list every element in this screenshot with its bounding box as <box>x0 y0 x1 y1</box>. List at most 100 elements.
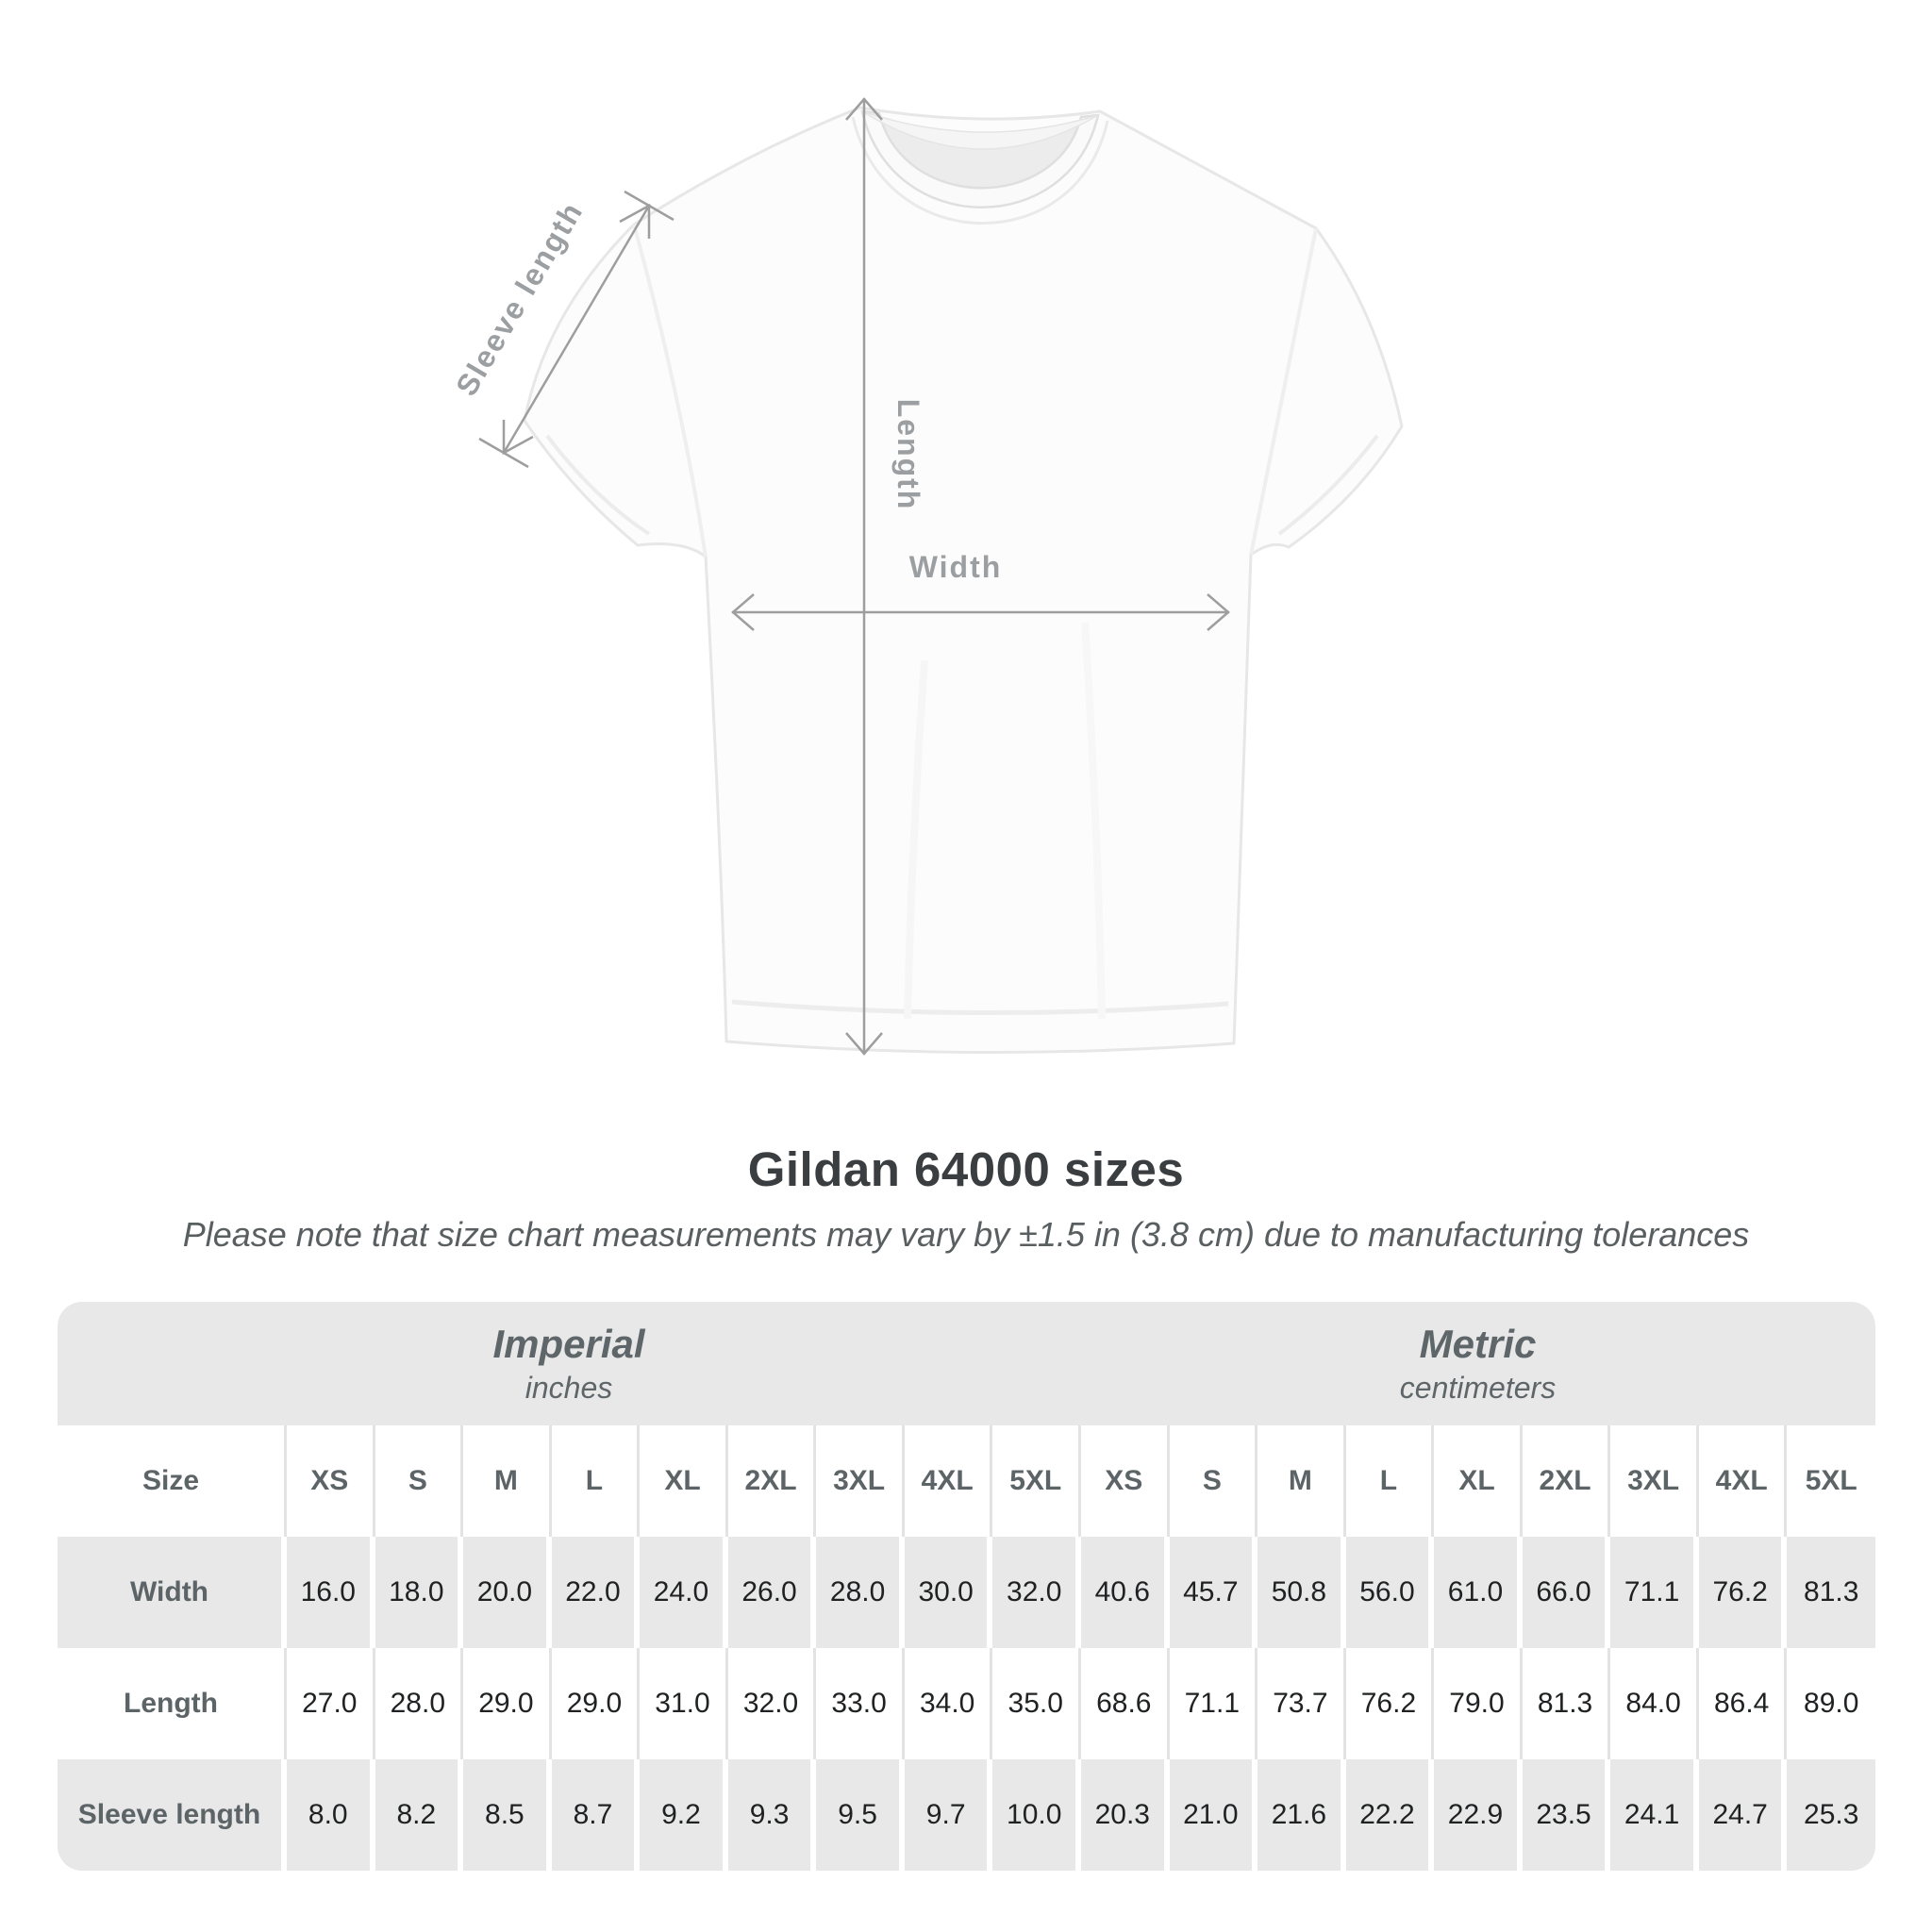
sleeve-length-arrow <box>478 190 675 469</box>
imperial-title: Imperial <box>492 1322 645 1366</box>
value-metric: 22.9 <box>1434 1759 1523 1871</box>
imperial-unit: inches <box>525 1371 613 1405</box>
value-imperial: 32.0 <box>727 1648 817 1759</box>
size-table: Imperial inches Metric centimeters Size X… <box>58 1302 1875 1871</box>
value-metric: 61.0 <box>1434 1537 1523 1648</box>
value-metric: 76.2 <box>1698 1537 1788 1648</box>
value-metric: 79.0 <box>1434 1648 1523 1759</box>
value-imperial: 28.0 <box>375 1648 464 1759</box>
size-header-imperial: 3XL <box>816 1425 905 1537</box>
size-header-imperial: 4XL <box>904 1425 993 1537</box>
value-metric: 81.3 <box>1522 1648 1611 1759</box>
imperial-header: Imperial inches <box>58 1302 1080 1425</box>
size-header-metric: XS <box>1081 1425 1170 1537</box>
length-label: Length <box>891 399 925 511</box>
value-metric: 89.0 <box>1787 1648 1875 1759</box>
value-metric: 23.5 <box>1522 1759 1611 1871</box>
size-header-imperial: XL <box>640 1425 728 1537</box>
size-header-imperial: 5XL <box>992 1425 1081 1537</box>
body-crease <box>904 659 928 1020</box>
value-metric: 76.2 <box>1345 1648 1435 1759</box>
value-imperial: 30.0 <box>904 1537 993 1648</box>
value-metric: 84.0 <box>1610 1648 1699 1759</box>
size-header-imperial: L <box>551 1425 641 1537</box>
value-metric: 71.1 <box>1610 1537 1699 1648</box>
tshirt-body <box>523 106 1404 1055</box>
row-label: Sleeve length <box>58 1759 287 1871</box>
size-header-metric: S <box>1169 1425 1258 1537</box>
value-metric: 71.1 <box>1169 1648 1258 1759</box>
right-cuff-stitch <box>1277 434 1379 536</box>
value-metric: 40.6 <box>1081 1537 1170 1648</box>
value-metric: 22.2 <box>1345 1759 1435 1871</box>
table-row-1: Length 27.0 28.0 29.0 29.0 31.0 32.0 33.0 34.0 35… <box>58 1648 1875 1759</box>
size-header-metric: M <box>1257 1425 1346 1537</box>
page-title: Gildan 64000 sizes <box>747 1142 1185 1196</box>
back-collar <box>861 110 1099 150</box>
row-label: Length <box>58 1648 287 1759</box>
value-imperial: 18.0 <box>375 1537 464 1648</box>
value-imperial: 34.0 <box>904 1648 993 1759</box>
value-metric: 66.0 <box>1522 1537 1611 1648</box>
size-header-imperial: S <box>375 1425 464 1537</box>
size-header-imperial: 2XL <box>727 1425 817 1537</box>
value-imperial: 32.0 <box>992 1537 1081 1648</box>
value-metric: 21.6 <box>1257 1759 1346 1871</box>
value-imperial: 29.0 <box>463 1648 552 1759</box>
collar-stitch <box>851 116 1109 225</box>
width-label: Width <box>909 550 1003 584</box>
value-imperial: 10.0 <box>992 1759 1081 1871</box>
value-imperial: 8.2 <box>375 1759 464 1871</box>
size-header-metric: 4XL <box>1698 1425 1788 1537</box>
left-sleeve-seam <box>632 224 708 558</box>
value-imperial: 20.0 <box>463 1537 552 1648</box>
size-header-metric: XL <box>1434 1425 1523 1537</box>
value-metric: 73.7 <box>1257 1648 1346 1759</box>
value-imperial: 31.0 <box>640 1648 728 1759</box>
size-header-metric: 2XL <box>1522 1425 1611 1537</box>
body-crease <box>1081 622 1106 1020</box>
value-imperial: 28.0 <box>816 1537 905 1648</box>
value-imperial: 9.7 <box>904 1759 993 1871</box>
tolerance-note: Please note that size chart measurements… <box>182 1215 1750 1254</box>
size-header-metric: 5XL <box>1787 1425 1875 1537</box>
size-header-imperial: M <box>463 1425 552 1537</box>
value-metric: 24.7 <box>1698 1759 1788 1871</box>
value-imperial: 16.0 <box>287 1537 375 1648</box>
value-metric: 45.7 <box>1169 1537 1258 1648</box>
value-imperial: 33.0 <box>816 1648 905 1759</box>
value-imperial: 9.2 <box>640 1759 728 1871</box>
value-metric: 68.6 <box>1081 1648 1170 1759</box>
value-imperial: 26.0 <box>727 1537 817 1648</box>
value-imperial: 8.0 <box>287 1759 375 1871</box>
size-header-metric: 3XL <box>1610 1425 1699 1537</box>
size-header-metric: L <box>1345 1425 1435 1537</box>
value-imperial: 35.0 <box>992 1648 1081 1759</box>
metric-unit: centimeters <box>1399 1371 1557 1405</box>
table-row-0: Width 16.0 18.0 20.0 22.0 24.0 26.0 28.0 30.0 32.… <box>58 1537 1875 1648</box>
value-metric: 56.0 <box>1345 1537 1435 1648</box>
value-imperial: 24.0 <box>640 1537 728 1648</box>
value-metric: 24.1 <box>1610 1759 1699 1871</box>
unit-header-band: Imperial inches Metric centimeters <box>58 1302 1875 1425</box>
size-column-header: Size <box>58 1425 287 1537</box>
value-metric: 86.4 <box>1698 1648 1788 1759</box>
value-metric: 25.3 <box>1787 1759 1875 1871</box>
row-label: Width <box>58 1537 287 1648</box>
value-imperial: 9.3 <box>727 1759 817 1871</box>
right-sleeve-seam <box>1249 227 1318 556</box>
value-metric: 50.8 <box>1257 1537 1346 1648</box>
table-size-row: Size XS S M L XL 2XL 3XL 4XL 5XL XS S M L XL 2XL 3XL 4XL 5… <box>58 1425 1875 1537</box>
value-metric: 81.3 <box>1787 1537 1875 1648</box>
value-imperial: 27.0 <box>287 1648 375 1759</box>
width-arrow <box>731 593 1230 631</box>
value-metric: 21.0 <box>1169 1759 1258 1871</box>
tshirt-diagram: Width Length Sleeve length <box>449 97 1404 1056</box>
table-row-2: Sleeve length 8.0 8.2 8.5 8.7 9.2 9.3 9.5 9.7 10.… <box>58 1759 1875 1871</box>
value-imperial: 29.0 <box>551 1648 641 1759</box>
metric-title: Metric <box>1419 1322 1537 1366</box>
length-arrow <box>845 97 883 1056</box>
value-metric: 20.3 <box>1081 1759 1170 1871</box>
value-imperial: 8.7 <box>551 1759 641 1871</box>
